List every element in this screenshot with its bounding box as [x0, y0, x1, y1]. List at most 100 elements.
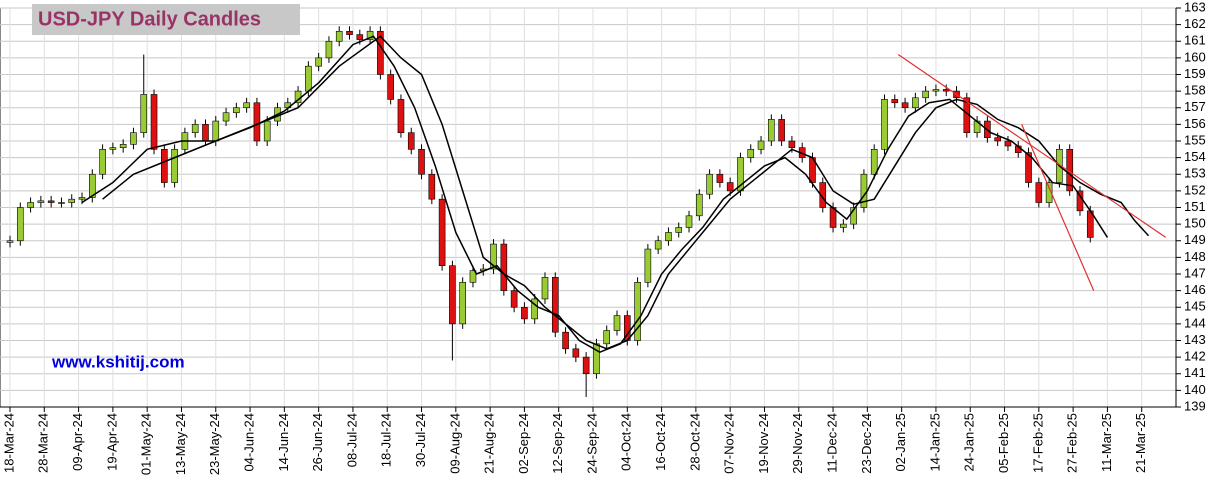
y-tick-label: 141 [1184, 365, 1206, 380]
x-tick-label: 19-Nov-24 [756, 413, 771, 474]
y-tick-label: 146 [1184, 282, 1206, 297]
x-tick-label: 02-Jan-25 [893, 413, 908, 472]
trend-line [1021, 124, 1095, 291]
candle-body [16, 207, 24, 242]
candle-body [377, 30, 384, 75]
candle-body [253, 102, 261, 142]
candle-body [757, 140, 765, 150]
candle-body [685, 215, 693, 228]
x-tick-label: 14-Jan-25 [927, 413, 942, 472]
candle-body [335, 30, 343, 42]
candle-body [870, 149, 878, 175]
candle-body [881, 99, 888, 150]
x-tick-label: 07-Nov-24 [722, 413, 737, 474]
candle-body [572, 348, 580, 358]
candle-body [500, 243, 508, 291]
candle-body [99, 149, 106, 175]
y-tick-label: 160 [1184, 49, 1206, 64]
candle-body [325, 40, 333, 59]
candle-body [582, 356, 590, 375]
x-tick-label: 21-Mar-25 [1133, 413, 1148, 473]
y-tick-label: 154 [1184, 149, 1206, 164]
x-tick-label: 18-Mar-24 [1, 413, 16, 473]
y-tick-label: 151 [1184, 199, 1206, 214]
y-tick-label: 152 [1184, 182, 1206, 197]
candle-body [37, 200, 45, 203]
candle-body [418, 149, 425, 175]
candle-body [840, 223, 847, 228]
y-tick-label: 148 [1184, 249, 1206, 264]
candle-body [407, 132, 415, 150]
candle-body [644, 248, 652, 283]
candle-body [449, 265, 456, 325]
candle-body [912, 97, 919, 109]
x-tick-label: 17-Feb-25 [1030, 413, 1045, 473]
x-tick-label: 02-Sep-24 [516, 413, 531, 474]
candle-body [387, 74, 394, 100]
x-tick-label: 01-May-24 [139, 413, 154, 475]
x-tick-label: 24-Sep-24 [584, 413, 599, 474]
candle-body [78, 197, 86, 200]
candle-body [263, 120, 271, 142]
y-tick-label: 155 [1184, 132, 1206, 147]
candle-body [1004, 140, 1012, 147]
x-tick-label: 04-Oct-24 [619, 413, 634, 471]
candle-body [654, 240, 662, 250]
candle-body [603, 330, 611, 345]
trend-line [897, 54, 1167, 238]
y-tick-label: 139 [1184, 398, 1206, 413]
y-tick-label: 153 [1184, 166, 1206, 181]
candle-body [510, 290, 518, 308]
candle-body [119, 144, 127, 148]
y-tick-label: 150 [1184, 216, 1206, 231]
candle-body [490, 243, 497, 270]
x-tick-label: 28-Mar-24 [36, 413, 51, 473]
candle-body [1035, 182, 1043, 203]
plot [6, 26, 1167, 398]
candle-body [109, 147, 117, 150]
x-tick-label: 29-Nov-24 [790, 413, 805, 474]
candle-body [706, 173, 713, 195]
candle-body [932, 89, 940, 92]
candle-body [726, 182, 734, 192]
y-tick-label: 159 [1184, 66, 1206, 81]
candle-body [68, 198, 76, 203]
y-tick-label: 162 [1184, 16, 1206, 31]
candle-body [233, 107, 240, 114]
x-tick-label: 08-Jul-24 [344, 413, 359, 467]
x-tick-label: 26-Jun-24 [310, 413, 325, 472]
y-tick-label: 156 [1184, 116, 1206, 131]
candle-body [161, 149, 168, 183]
y-tick-label: 143 [1184, 332, 1206, 347]
candle-body [901, 102, 909, 109]
x-tick-label: 19-Apr-24 [104, 413, 119, 471]
candle-body [613, 315, 621, 331]
candle-body [346, 30, 353, 35]
candle-body [551, 277, 559, 333]
candle-body [994, 137, 1001, 142]
candle-body [366, 30, 374, 40]
title-box [32, 4, 300, 35]
candle-body [665, 232, 672, 242]
candle-body [778, 119, 785, 142]
x-tick-label: 12-Sep-24 [550, 413, 565, 474]
candle-body [356, 34, 364, 40]
candle-body [130, 132, 137, 145]
x-tick-label: 11-Mar-25 [1099, 413, 1114, 472]
candle-body [521, 306, 528, 320]
x-tick-label: 09-Aug-24 [447, 413, 462, 474]
y-tick-label: 147 [1184, 265, 1206, 280]
x-tick-label: 30-Jul-24 [413, 413, 428, 467]
y-tick-label: 158 [1184, 83, 1206, 98]
candle-body [150, 94, 158, 150]
candle-body [89, 173, 96, 198]
candle-body [315, 57, 322, 67]
candle-body [747, 149, 755, 158]
x-tick-label: 14-Jun-24 [276, 413, 291, 472]
candle-body [191, 124, 199, 133]
candle-body [1045, 182, 1053, 203]
chart-title: USD-JPY Daily Candles [38, 8, 261, 30]
x-tick-label: 11-Dec-24 [824, 413, 839, 473]
x-tick-label: 27-Feb-25 [1065, 413, 1080, 473]
